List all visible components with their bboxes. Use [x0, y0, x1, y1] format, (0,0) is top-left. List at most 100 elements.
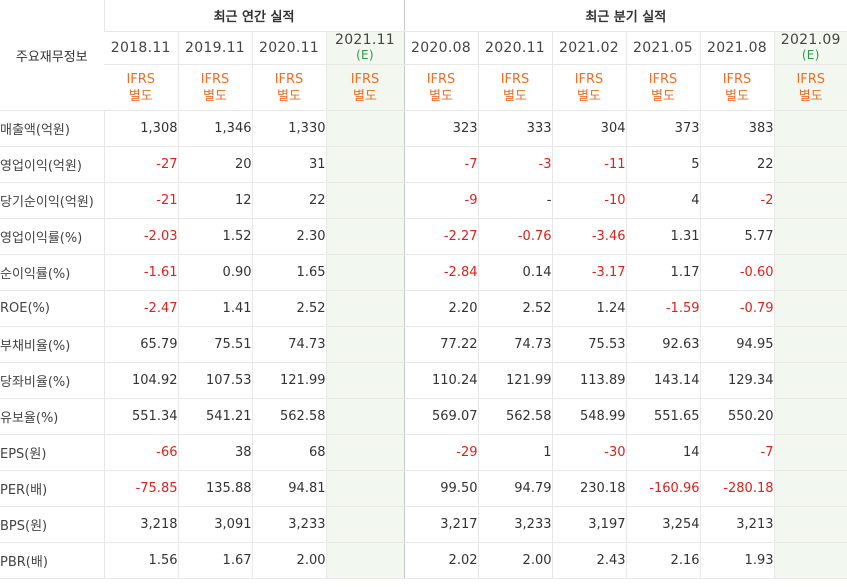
table-cell: -66: [103, 434, 178, 471]
table-cell: [325, 110, 404, 147]
table-cell: [773, 362, 847, 399]
ifrs-label: IFRS: [200, 71, 230, 87]
table-cell: -7: [699, 434, 774, 471]
table-cell: [773, 254, 847, 291]
table-cell: -30: [551, 434, 626, 471]
table-cell: [325, 146, 404, 183]
table-row: 당좌비율(%) 104.92 107.53 121.99 110.24 121.99 113…: [0, 362, 847, 399]
table-cell: 99.50: [403, 470, 478, 507]
table-cell: 1,346: [177, 110, 252, 147]
table-cell: -280.18: [699, 470, 774, 507]
table-cell: -9: [403, 182, 478, 219]
row-label: 매출액(억원): [0, 110, 104, 147]
table-cell: 1.31: [625, 218, 700, 255]
table-cell: 2.30: [251, 218, 326, 255]
table-cell: 143.14: [625, 362, 700, 399]
separate-basis-label: 별도: [725, 88, 749, 104]
table-cell: 2.43: [551, 542, 626, 579]
separate-basis-label: 별도: [798, 88, 823, 104]
row-header-title: 주요재무정보: [0, 0, 104, 111]
table-row: 매출액(억원) 1,308 1,346 1,330 323 333 304 373 383: [0, 110, 847, 147]
estimate-marker: (E): [356, 48, 374, 62]
table-cell: -0.76: [477, 218, 552, 255]
table-cell: 304: [551, 110, 626, 147]
table-row: 영업이익률(%) -2.03 1.52 2.30 -2.27 -0.76 -3.46 1.31…: [0, 218, 847, 255]
table-cell: 373: [625, 110, 700, 147]
table-row: 순이익률(%) -1.61 0.90 1.65 -2.84 0.14 -3.17 1.17 -0…: [0, 254, 847, 291]
table-cell: 20: [177, 146, 252, 183]
table-cell: 333: [477, 110, 552, 147]
ifrs-basis-header: IFRS 별도: [551, 64, 626, 111]
ifrs-label: IFRS: [574, 71, 604, 87]
table-cell: -3: [477, 146, 552, 183]
table-cell: -27: [103, 146, 178, 183]
table-cell: -0.79: [699, 290, 774, 327]
table-cell: 75.51: [177, 326, 252, 363]
table-cell: 2.00: [251, 542, 326, 579]
table-cell: [325, 434, 404, 471]
table-cell: -2.84: [403, 254, 478, 291]
row-label: 유보율(%): [0, 398, 104, 435]
table-cell: 121.99: [477, 362, 552, 399]
table-cell: -29: [403, 434, 478, 471]
table-cell: 551.34: [103, 398, 178, 435]
table-cell: [773, 182, 847, 219]
table-cell: 3,213: [699, 506, 774, 543]
table-cell: 230.18: [551, 470, 626, 507]
table-cell: -21: [103, 182, 178, 219]
row-label: 영업이익(억원): [0, 146, 104, 183]
period-header: 2020.11: [477, 31, 552, 65]
ifrs-header-row: IFRS 별도 IFRS 별도 IFRS 별도 IFRS 별도 IFRS 별도 IFRS 별도 IFRS…: [0, 64, 847, 111]
table-cell: -11: [551, 146, 626, 183]
table-cell: -1.59: [625, 290, 700, 327]
period-label: 2018.11: [110, 40, 171, 56]
table-cell: 1,308: [103, 110, 178, 147]
table-cell: -: [477, 182, 552, 219]
table-row: 영업이익(억원) -27 20 31 -7 -3 -11 5 22: [0, 146, 847, 183]
table-row: 당기순이익(억원) -21 12 22 -9- -10 4 -2: [0, 182, 847, 219]
table-cell: [325, 362, 404, 399]
table-cell: 65.79: [103, 326, 178, 363]
table-cell: 135.88: [177, 470, 252, 507]
table-cell: [325, 254, 404, 291]
table-cell: 12: [177, 182, 252, 219]
table-row: 부채비율(%) 65.79 75.51 74.73 77.22 74.73 75.53 92.…: [0, 326, 847, 363]
table-cell: 74.73: [477, 326, 552, 363]
table-cell: [325, 398, 404, 435]
table-cell: 1.56: [103, 542, 178, 579]
separate-basis-label: 별도: [353, 88, 377, 104]
annual-group-header: 최근 연간 실적: [103, 0, 404, 32]
table-cell: [325, 218, 404, 255]
ifrs-basis-header: IFRS 별도: [403, 64, 478, 111]
table-cell: -160.96: [625, 470, 700, 507]
period-label: 2021.11: [335, 32, 395, 48]
table-cell: 383: [699, 110, 774, 147]
table-cell: [773, 542, 847, 579]
row-label: BPS(원): [0, 506, 104, 543]
period-header: 2018.11: [104, 31, 178, 65]
period-label: 2020.11: [485, 40, 545, 56]
table-cell: [325, 290, 404, 327]
table-cell: [773, 218, 847, 255]
table-cell: 1.52: [177, 218, 252, 255]
separate-basis-label: 별도: [429, 88, 453, 104]
table-cell: 548.99: [551, 398, 626, 435]
table-cell: 92.63: [625, 326, 700, 363]
table-cell: [773, 470, 847, 507]
table-cell: [773, 398, 847, 435]
estimate-marker: (E): [801, 48, 820, 62]
row-label: 당기순이익(억원): [0, 182, 104, 219]
table-row: PBR(배) 1.56 1.67 2.00 2.02 2.00 2.43 2.16 1.93: [0, 542, 847, 579]
table-cell: 562.58: [251, 398, 326, 435]
table-cell: [325, 326, 404, 363]
table-cell: [773, 326, 847, 363]
separate-basis-label: 별도: [651, 88, 675, 104]
row-label: 순이익률(%): [0, 254, 104, 291]
table-row: EPS(원) -66 38 68 -29 1 -30 14 -7: [0, 434, 847, 471]
ifrs-basis-header: IFRS 별도: [177, 64, 252, 111]
table-cell: 0.90: [177, 254, 252, 291]
table-cell: 2.00: [477, 542, 552, 579]
period-label: 2020.08: [411, 40, 471, 56]
table-cell: 562.58: [477, 398, 552, 435]
table-cell: 107.53: [177, 362, 252, 399]
